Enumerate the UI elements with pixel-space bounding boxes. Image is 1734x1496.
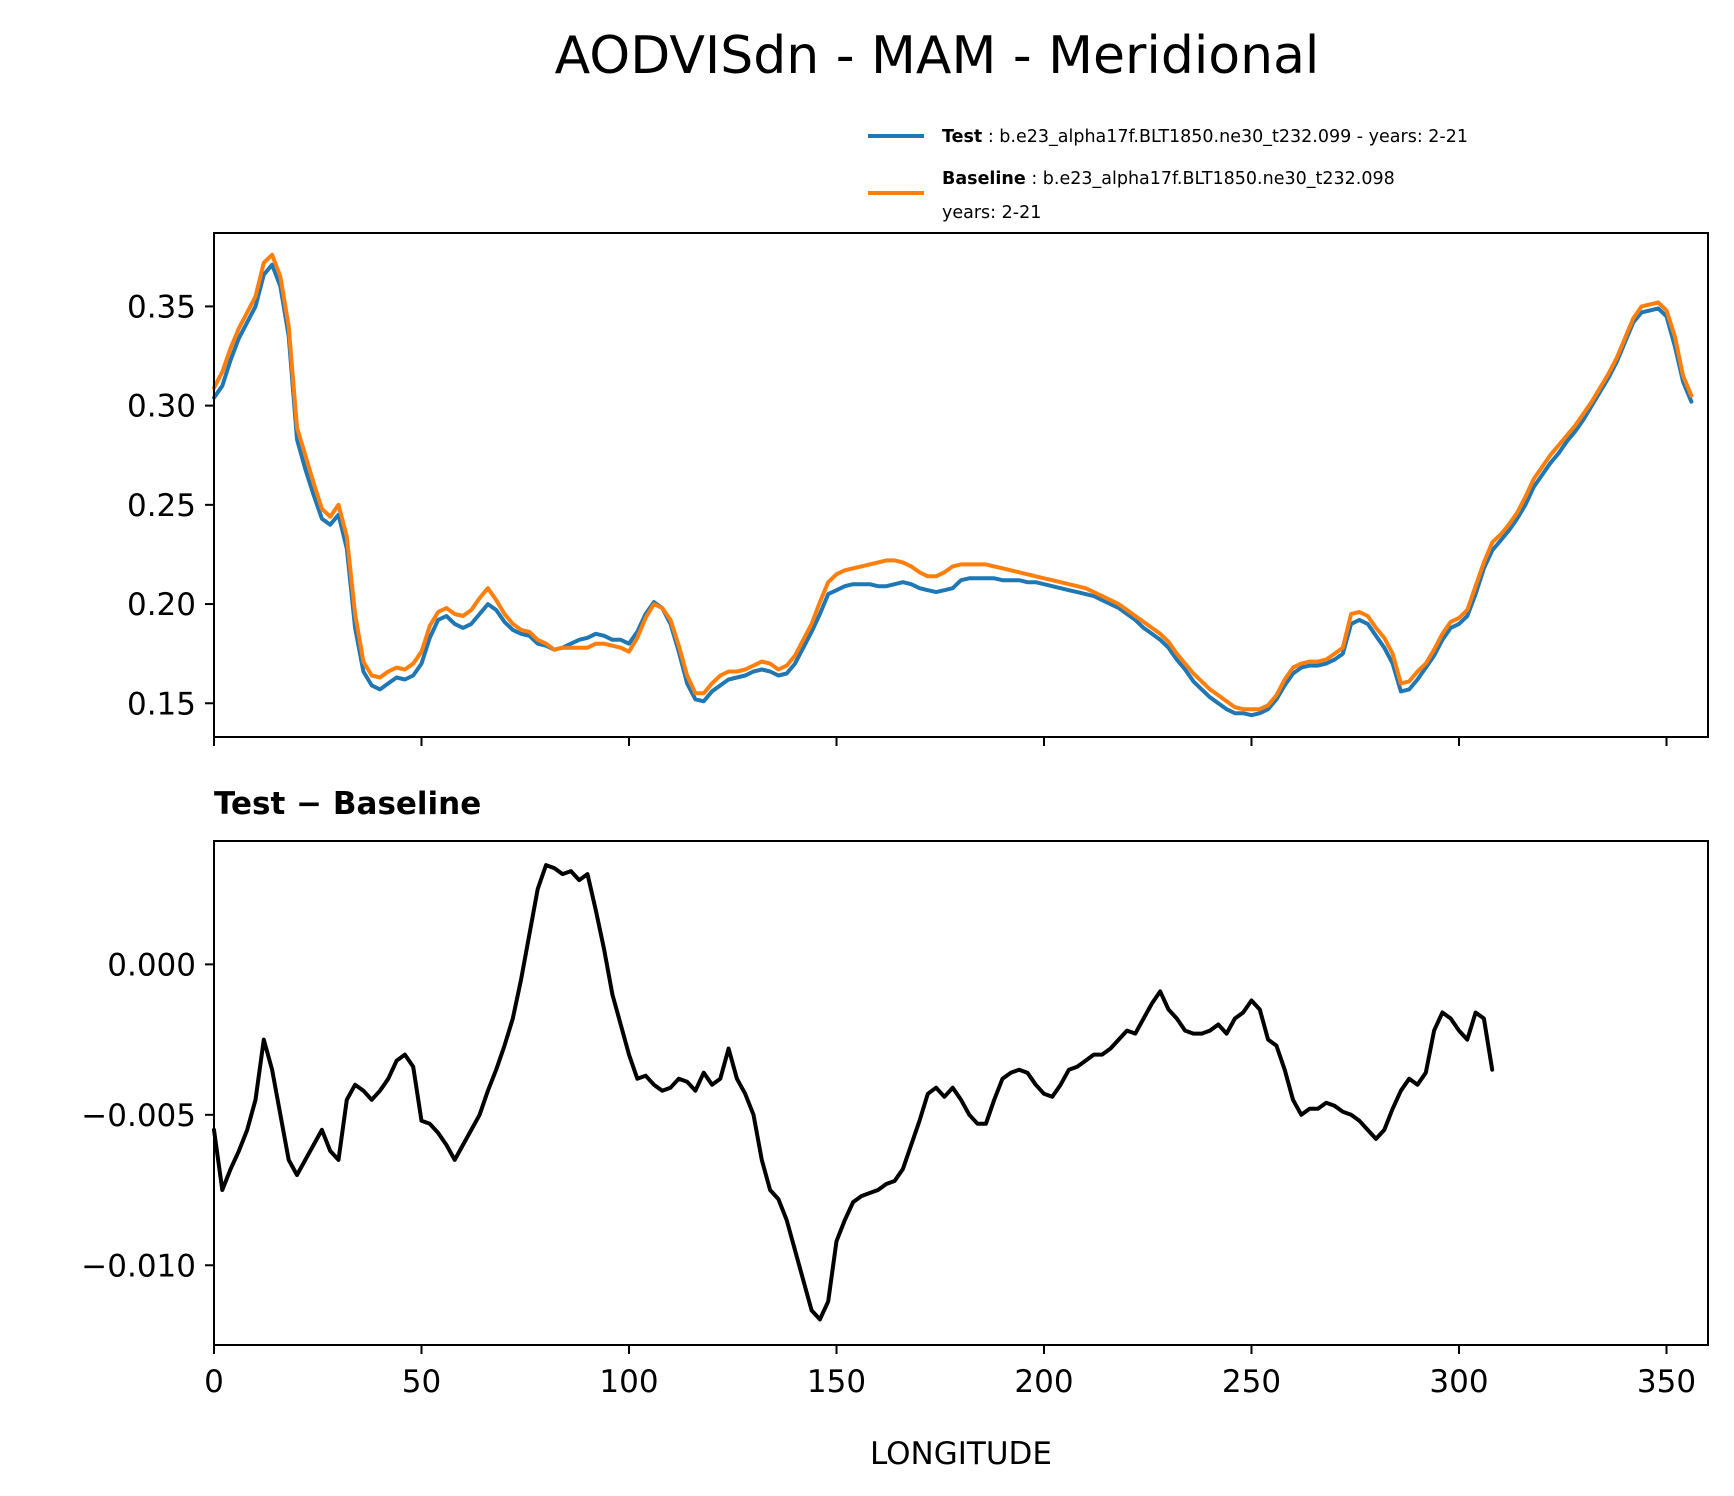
bottom-xtick-label-4: 200 [1014, 1364, 1073, 1400]
top-ytick-label-1: 0.20 [127, 587, 196, 623]
panel-bottom: Test − Baseline −0.010 −0.005 0.000 0 50 100… [81, 786, 1709, 1472]
legend-text-test: b.e23_alpha17f.BLT1850.ne30_t232.099 - y… [999, 127, 1468, 147]
bottom-xtick-label-7: 350 [1637, 1364, 1696, 1400]
bottom-series-diff [212, 863, 1495, 1322]
top-series-test [212, 262, 1694, 718]
bottom-xaxis: 0 50 100 150 200 250 300 350 [204, 1345, 1696, 1400]
bottom-xtick-label-2: 100 [599, 1364, 658, 1400]
bottom-xtick-label-5: 250 [1222, 1364, 1281, 1400]
bottom-title-test: Test [214, 786, 286, 822]
legend-entry-baseline: Baseline : b.e23_alpha17f.BLT1850.ne30_t… [942, 169, 1395, 189]
bottom-ytick-label-0: −0.010 [81, 1248, 196, 1284]
top-ytick-label-2: 0.25 [127, 488, 196, 524]
bottom-title-sep: − [285, 786, 333, 822]
x-axis-label: LONGITUDE [870, 1436, 1052, 1472]
top-xaxis [213, 737, 1668, 746]
top-ytick-label-0: 0.15 [127, 686, 196, 722]
legend-sep-baseline: : [1026, 169, 1043, 189]
top-ytick-label-3: 0.30 [127, 389, 196, 425]
bottom-ytick-label-1: −0.005 [81, 1098, 196, 1134]
bottom-axes-frame [213, 840, 1709, 1346]
legend-label-test: Test [942, 127, 982, 147]
bottom-yaxis: −0.010 −0.005 0.000 [81, 947, 214, 1284]
legend-text-baseline-years: years: 2-21 [942, 203, 1041, 223]
top-series-baseline [212, 252, 1694, 712]
bottom-xtick-label-6: 300 [1429, 1364, 1488, 1400]
legend-label-baseline: Baseline [942, 169, 1026, 189]
bottom-series-group [212, 863, 1495, 1322]
legend: Test : b.e23_alpha17f.BLT1850.ne30_t232.… [868, 127, 1468, 223]
top-series-group [212, 252, 1694, 718]
chart-title: AODVISdn - MAM - Meridional [555, 26, 1320, 86]
top-ytick-label-4: 0.35 [127, 289, 196, 325]
legend-sep-test: : [982, 127, 999, 147]
bottom-xtick-label-1: 50 [402, 1364, 441, 1400]
legend-entry-test: Test : b.e23_alpha17f.BLT1850.ne30_t232.… [942, 127, 1468, 147]
bottom-title-baseline: Baseline [333, 786, 481, 822]
bottom-ytick-label-2: 0.000 [107, 947, 196, 983]
bottom-xtick-label-3: 150 [807, 1364, 866, 1400]
top-yaxis: 0.15 0.20 0.25 0.30 0.35 [127, 289, 214, 722]
bottom-panel-title: Test − Baseline [214, 786, 481, 822]
legend-text-baseline: b.e23_alpha17f.BLT1850.ne30_t232.098 [1043, 169, 1395, 189]
top-axes-frame [213, 232, 1709, 738]
bottom-xtick-label-0: 0 [204, 1364, 224, 1400]
panel-top: 0.15 0.20 0.25 0.30 0.35 [127, 232, 1709, 746]
